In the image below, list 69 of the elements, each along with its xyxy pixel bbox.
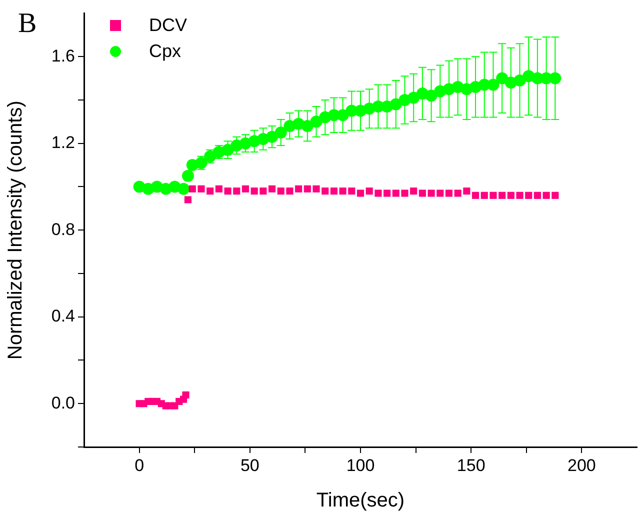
- point: [274, 126, 287, 138]
- x-tick-label: 150: [456, 456, 486, 475]
- point: [472, 192, 480, 199]
- point: [322, 188, 329, 195]
- y-tick-label: 0.4: [51, 306, 75, 326]
- point: [178, 182, 190, 195]
- point: [542, 192, 550, 199]
- point: [454, 190, 462, 197]
- y-axis-title: Normalized Intensity (counts): [4, 100, 27, 360]
- point: [339, 188, 346, 195]
- point: [428, 190, 435, 197]
- point: [366, 188, 373, 195]
- point: [525, 192, 532, 199]
- point: [312, 185, 320, 192]
- point: [222, 144, 234, 156]
- point: [233, 188, 240, 195]
- point: [480, 192, 488, 199]
- point: [182, 391, 190, 398]
- point: [463, 188, 470, 195]
- point: [286, 188, 294, 195]
- point: [224, 188, 232, 195]
- text: 0.0: [51, 393, 75, 412]
- y-tick-label: 1.2: [51, 133, 75, 152]
- point: [295, 185, 302, 192]
- point: [507, 192, 514, 199]
- point: [301, 120, 314, 132]
- point: [496, 72, 508, 84]
- point: [304, 185, 311, 192]
- point: [348, 188, 356, 195]
- point: [384, 190, 391, 197]
- point: [242, 185, 250, 192]
- point: [356, 190, 364, 197]
- point: [534, 192, 541, 199]
- point: [198, 185, 205, 192]
- x-tick-label: 50: [240, 456, 260, 475]
- point: [516, 192, 524, 199]
- legend-label: DCV: [149, 14, 188, 36]
- y-tick-label: 0.8: [51, 220, 75, 239]
- point: [408, 92, 420, 104]
- x-tick-label: 200: [568, 456, 596, 475]
- point: [268, 185, 276, 192]
- point: [250, 188, 258, 195]
- point: [390, 98, 402, 110]
- point: [401, 190, 408, 197]
- point: [490, 192, 497, 199]
- point: [188, 185, 196, 192]
- legend-label: Cpx: [149, 40, 182, 62]
- point: [392, 190, 400, 197]
- chart-title: B: [18, 8, 37, 40]
- point: [206, 188, 214, 195]
- point: [552, 192, 559, 199]
- point: [410, 188, 418, 195]
- point: [418, 190, 426, 197]
- x-tick-label: 100: [346, 456, 375, 475]
- point: [498, 192, 506, 199]
- point: [445, 190, 453, 197]
- x-axis-title: Time(sec): [316, 490, 405, 512]
- y-tick-label: 1.6: [51, 46, 75, 66]
- point: [266, 130, 278, 143]
- point: [260, 188, 267, 195]
- x-tick-label: 0: [134, 456, 144, 475]
- point: [374, 190, 382, 197]
- point: [184, 196, 192, 204]
- point: [277, 188, 284, 195]
- point: [549, 72, 562, 84]
- point: [436, 190, 444, 197]
- point: [330, 188, 338, 195]
- point: [215, 185, 222, 192]
- point: [487, 78, 500, 91]
